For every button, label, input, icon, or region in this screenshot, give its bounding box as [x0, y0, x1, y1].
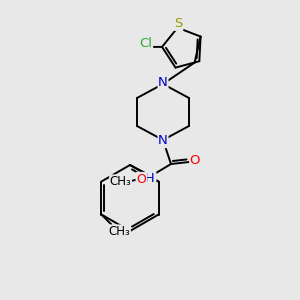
Text: CH₃: CH₃ — [109, 225, 130, 238]
Text: O: O — [136, 173, 146, 186]
Text: N: N — [158, 134, 168, 148]
Text: O: O — [190, 154, 200, 167]
Text: N: N — [158, 76, 168, 89]
Text: CH₃: CH₃ — [110, 175, 131, 188]
Text: NH: NH — [136, 172, 156, 185]
Text: Cl: Cl — [140, 38, 153, 50]
Text: S: S — [174, 17, 183, 30]
